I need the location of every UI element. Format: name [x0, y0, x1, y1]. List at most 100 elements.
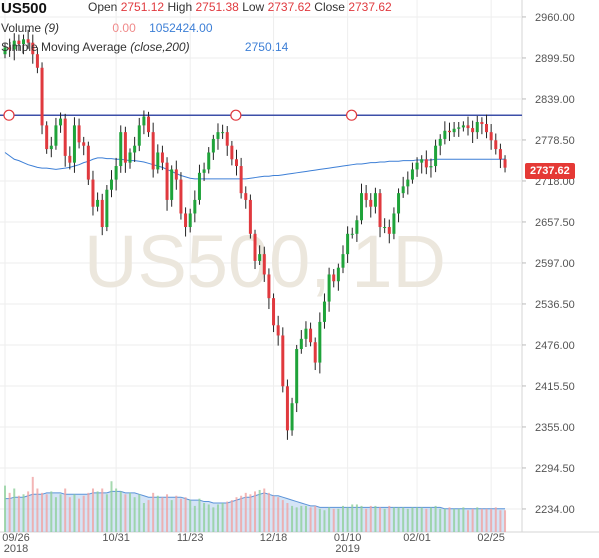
volume-bar: [341, 505, 344, 532]
volume-bar: [383, 508, 386, 532]
volume-value: 1052424.00: [149, 21, 213, 35]
volume-bar: [175, 495, 178, 532]
resistance-handle: [230, 109, 242, 121]
volume-bar: [41, 492, 44, 532]
volume-bar: [332, 508, 335, 532]
volume-row: Volume (9) 0.00 1052424.00: [1, 21, 213, 35]
y-tick-label: 2960.00: [535, 12, 575, 24]
y-tick-label: 2597.00: [535, 258, 575, 270]
y-tick-label: 2476.00: [535, 340, 575, 352]
candle-body: [128, 152, 132, 163]
candle-body: [272, 298, 276, 326]
volume-bar: [328, 507, 331, 532]
volume-bar: [184, 497, 187, 532]
candle-body: [485, 124, 489, 133]
candle-body: [415, 162, 419, 170]
candle-body: [133, 145, 137, 153]
volume-bar: [295, 507, 298, 532]
candle-body: [336, 267, 340, 282]
volume-bar: [406, 508, 409, 532]
candle-body: [239, 166, 243, 194]
volume-bar: [504, 510, 507, 532]
volume-bar: [314, 505, 317, 532]
y-tick-label: 2355.00: [535, 422, 575, 434]
volume-bar: [392, 507, 395, 532]
volume-bar: [471, 508, 474, 532]
x-tick-year: 2019: [335, 543, 359, 555]
volume-bar: [448, 507, 451, 532]
resistance-line[interactable]: [0, 109, 522, 121]
candle-body: [262, 254, 266, 275]
candle-body: [211, 138, 215, 153]
volume-bar: [267, 492, 270, 532]
candle-body: [364, 193, 368, 200]
candle-body: [63, 118, 67, 156]
close-value: 2737.62: [348, 0, 392, 14]
candle-body: [216, 132, 220, 139]
candle-body: [258, 254, 262, 261]
chart-grid: [0, 0, 599, 533]
candle-body: [466, 125, 470, 129]
candle-body: [355, 220, 359, 234]
candle-body: [244, 193, 248, 200]
y-tick-label: 2294.50: [535, 463, 575, 475]
volume-bar: [402, 507, 405, 532]
candle-body: [267, 274, 271, 299]
candle-body: [119, 132, 123, 167]
volume-bar: [309, 507, 312, 532]
candle-body: [221, 132, 225, 134]
candle-body: [406, 179, 410, 187]
candle-body: [91, 179, 95, 207]
sma-row: Simple Moving Average (close,200) 2750.1…: [1, 40, 288, 54]
volume-bar: [27, 491, 30, 532]
last-price-label: 2737.62: [525, 163, 575, 179]
volume-bar: [221, 503, 224, 532]
candle-body: [235, 159, 238, 167]
candle-body: [22, 39, 26, 45]
x-tick-label: 12/18: [260, 532, 288, 544]
volume-bar: [485, 508, 488, 532]
candle-body: [346, 233, 350, 255]
volume-bar: [22, 494, 25, 532]
candle-body: [285, 386, 289, 431]
candle-body: [142, 116, 146, 126]
candle-body: [318, 321, 322, 363]
volume-bar: [439, 508, 442, 532]
candle-body: [322, 301, 326, 322]
candle-body: [31, 42, 35, 55]
candle-body: [392, 213, 396, 234]
volume-change: 0.00: [112, 21, 136, 35]
x-tick-label: 10/31: [102, 532, 130, 544]
candle-body: [276, 325, 280, 336]
candle-body: [202, 169, 206, 173]
volume-bar: [346, 507, 349, 532]
candle-body: [170, 169, 174, 200]
candle-body: [82, 142, 86, 146]
candle-body: [410, 169, 414, 180]
volume-bar: [411, 507, 414, 532]
candle-body: [434, 145, 438, 167]
candle-body: [105, 189, 109, 228]
volume-bar: [105, 494, 108, 532]
volume-bar: [434, 505, 437, 532]
volume-bar: [198, 498, 201, 532]
candle-body: [156, 152, 160, 170]
symbol-title: US500: [1, 0, 47, 17]
volume-bar: [490, 508, 493, 532]
volume-bar: [212, 507, 215, 532]
volume-bar: [179, 498, 182, 532]
y-tick-label: 2899.50: [535, 53, 575, 65]
volume-bar: [369, 505, 372, 532]
candle-body: [72, 125, 76, 163]
volume-bar: [304, 505, 307, 532]
candle-body: [35, 54, 39, 68]
volume-bar: [226, 501, 229, 532]
volume-bar: [31, 476, 34, 532]
volume-bar: [240, 495, 243, 532]
candle-body: [207, 152, 211, 170]
volume-bar: [429, 507, 432, 532]
candle-body: [295, 349, 299, 404]
candle-body: [68, 155, 72, 163]
